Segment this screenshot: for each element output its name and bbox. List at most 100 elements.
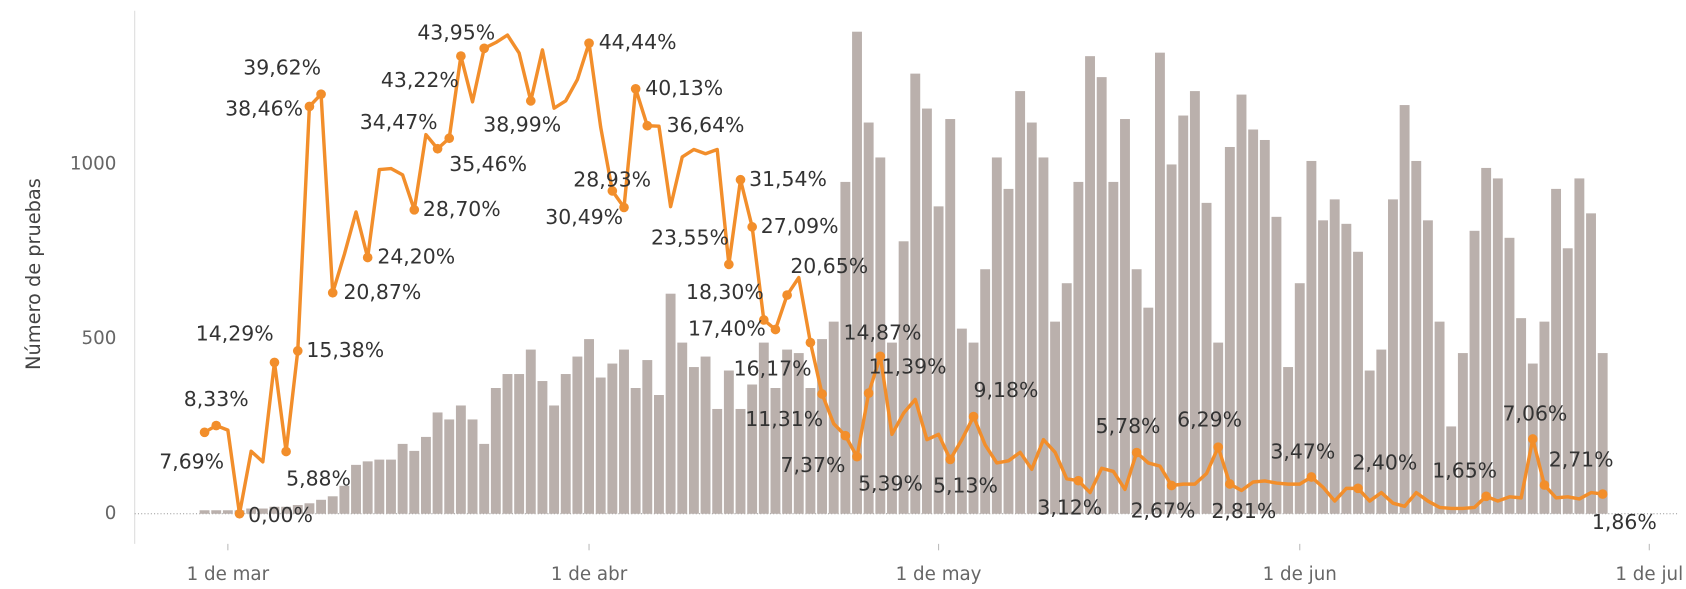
point (292, 346, 303, 356)
value-label: 14,87% (844, 321, 922, 345)
point (840, 430, 851, 441)
bar (1469, 230, 1480, 514)
bar (490, 388, 501, 514)
bar (560, 374, 571, 514)
value-label: 9,18% (974, 378, 1039, 402)
value-label: 6,29% (1177, 407, 1242, 431)
bar (956, 328, 967, 514)
bar (1085, 56, 1095, 514)
bar (1143, 307, 1154, 514)
bar (607, 363, 618, 514)
bar (1422, 220, 1433, 514)
bar (1364, 370, 1375, 514)
point (642, 120, 653, 131)
bar (782, 349, 793, 514)
value-label: 3,12% (1037, 496, 1102, 520)
point (1353, 483, 1363, 494)
bar (875, 157, 886, 514)
bar (1271, 216, 1282, 514)
bar (1154, 52, 1165, 514)
point (281, 446, 291, 457)
bar (1411, 160, 1422, 514)
point (1539, 480, 1550, 490)
point (735, 174, 746, 185)
bar (654, 394, 664, 514)
point (945, 454, 956, 465)
value-label: 7,69% (159, 449, 224, 473)
point (747, 222, 757, 232)
value-label: 31,54% (749, 167, 827, 191)
point (805, 337, 816, 348)
bar (211, 510, 222, 514)
bar (1388, 199, 1398, 514)
bar (898, 241, 909, 514)
bar (1096, 77, 1107, 514)
bar (747, 384, 758, 514)
point (584, 38, 594, 48)
bar (712, 408, 723, 514)
bar (933, 206, 944, 514)
value-label: 18,30% (686, 280, 764, 304)
bar (222, 510, 233, 514)
bar (1003, 188, 1014, 514)
value-label: 2,67% (1131, 498, 1196, 522)
bar (1539, 321, 1550, 514)
point (1225, 479, 1235, 489)
y-axis-title: Número de pruebas (22, 178, 45, 370)
bar (269, 506, 280, 514)
value-label: 28,93% (573, 168, 651, 192)
bar (1376, 349, 1387, 514)
bar (1061, 283, 1072, 514)
point (875, 351, 886, 362)
point (758, 315, 769, 325)
bar (1562, 248, 1573, 514)
point (362, 252, 373, 263)
point (1306, 472, 1317, 482)
bar (1457, 353, 1468, 514)
value-label: 20,65% (790, 254, 868, 278)
value-label: 17,40% (688, 317, 766, 341)
point (525, 96, 536, 106)
bar (257, 508, 268, 514)
value-label: 7,37% (781, 453, 846, 477)
point (211, 420, 222, 431)
bar (1306, 160, 1317, 514)
point (1131, 447, 1142, 458)
bar (1073, 181, 1084, 514)
x-tick-label: 1 de jul (1615, 564, 1683, 585)
bar (805, 388, 816, 514)
bar (921, 108, 932, 514)
bar (1341, 223, 1352, 514)
value-label: 43,22% (381, 68, 459, 92)
bar (1050, 321, 1061, 514)
value-label: 23,55% (651, 226, 729, 250)
bar (327, 496, 338, 514)
bar (420, 436, 431, 514)
value-label: 24,20% (377, 244, 455, 268)
bar (1574, 178, 1585, 514)
bar (793, 353, 804, 514)
bar (316, 499, 327, 514)
bar (665, 293, 676, 514)
bar (1213, 342, 1224, 514)
value-label: 3,47% (1270, 439, 1335, 463)
value-label: 40,13% (645, 76, 723, 100)
value-label: 20,87% (343, 280, 421, 304)
point (1527, 434, 1538, 444)
bar (1131, 269, 1142, 514)
bar (467, 419, 478, 514)
bar (1026, 122, 1037, 514)
value-label: 43,95% (417, 20, 495, 44)
point (444, 133, 455, 144)
point (409, 204, 420, 215)
bar (840, 181, 851, 514)
value-label: 1,86% (1592, 510, 1657, 534)
value-label: 15,38% (306, 338, 384, 362)
bar (723, 370, 734, 514)
bar (1201, 202, 1212, 514)
point (852, 451, 862, 462)
bar (828, 321, 839, 514)
bar (1353, 251, 1363, 514)
point (607, 186, 618, 196)
